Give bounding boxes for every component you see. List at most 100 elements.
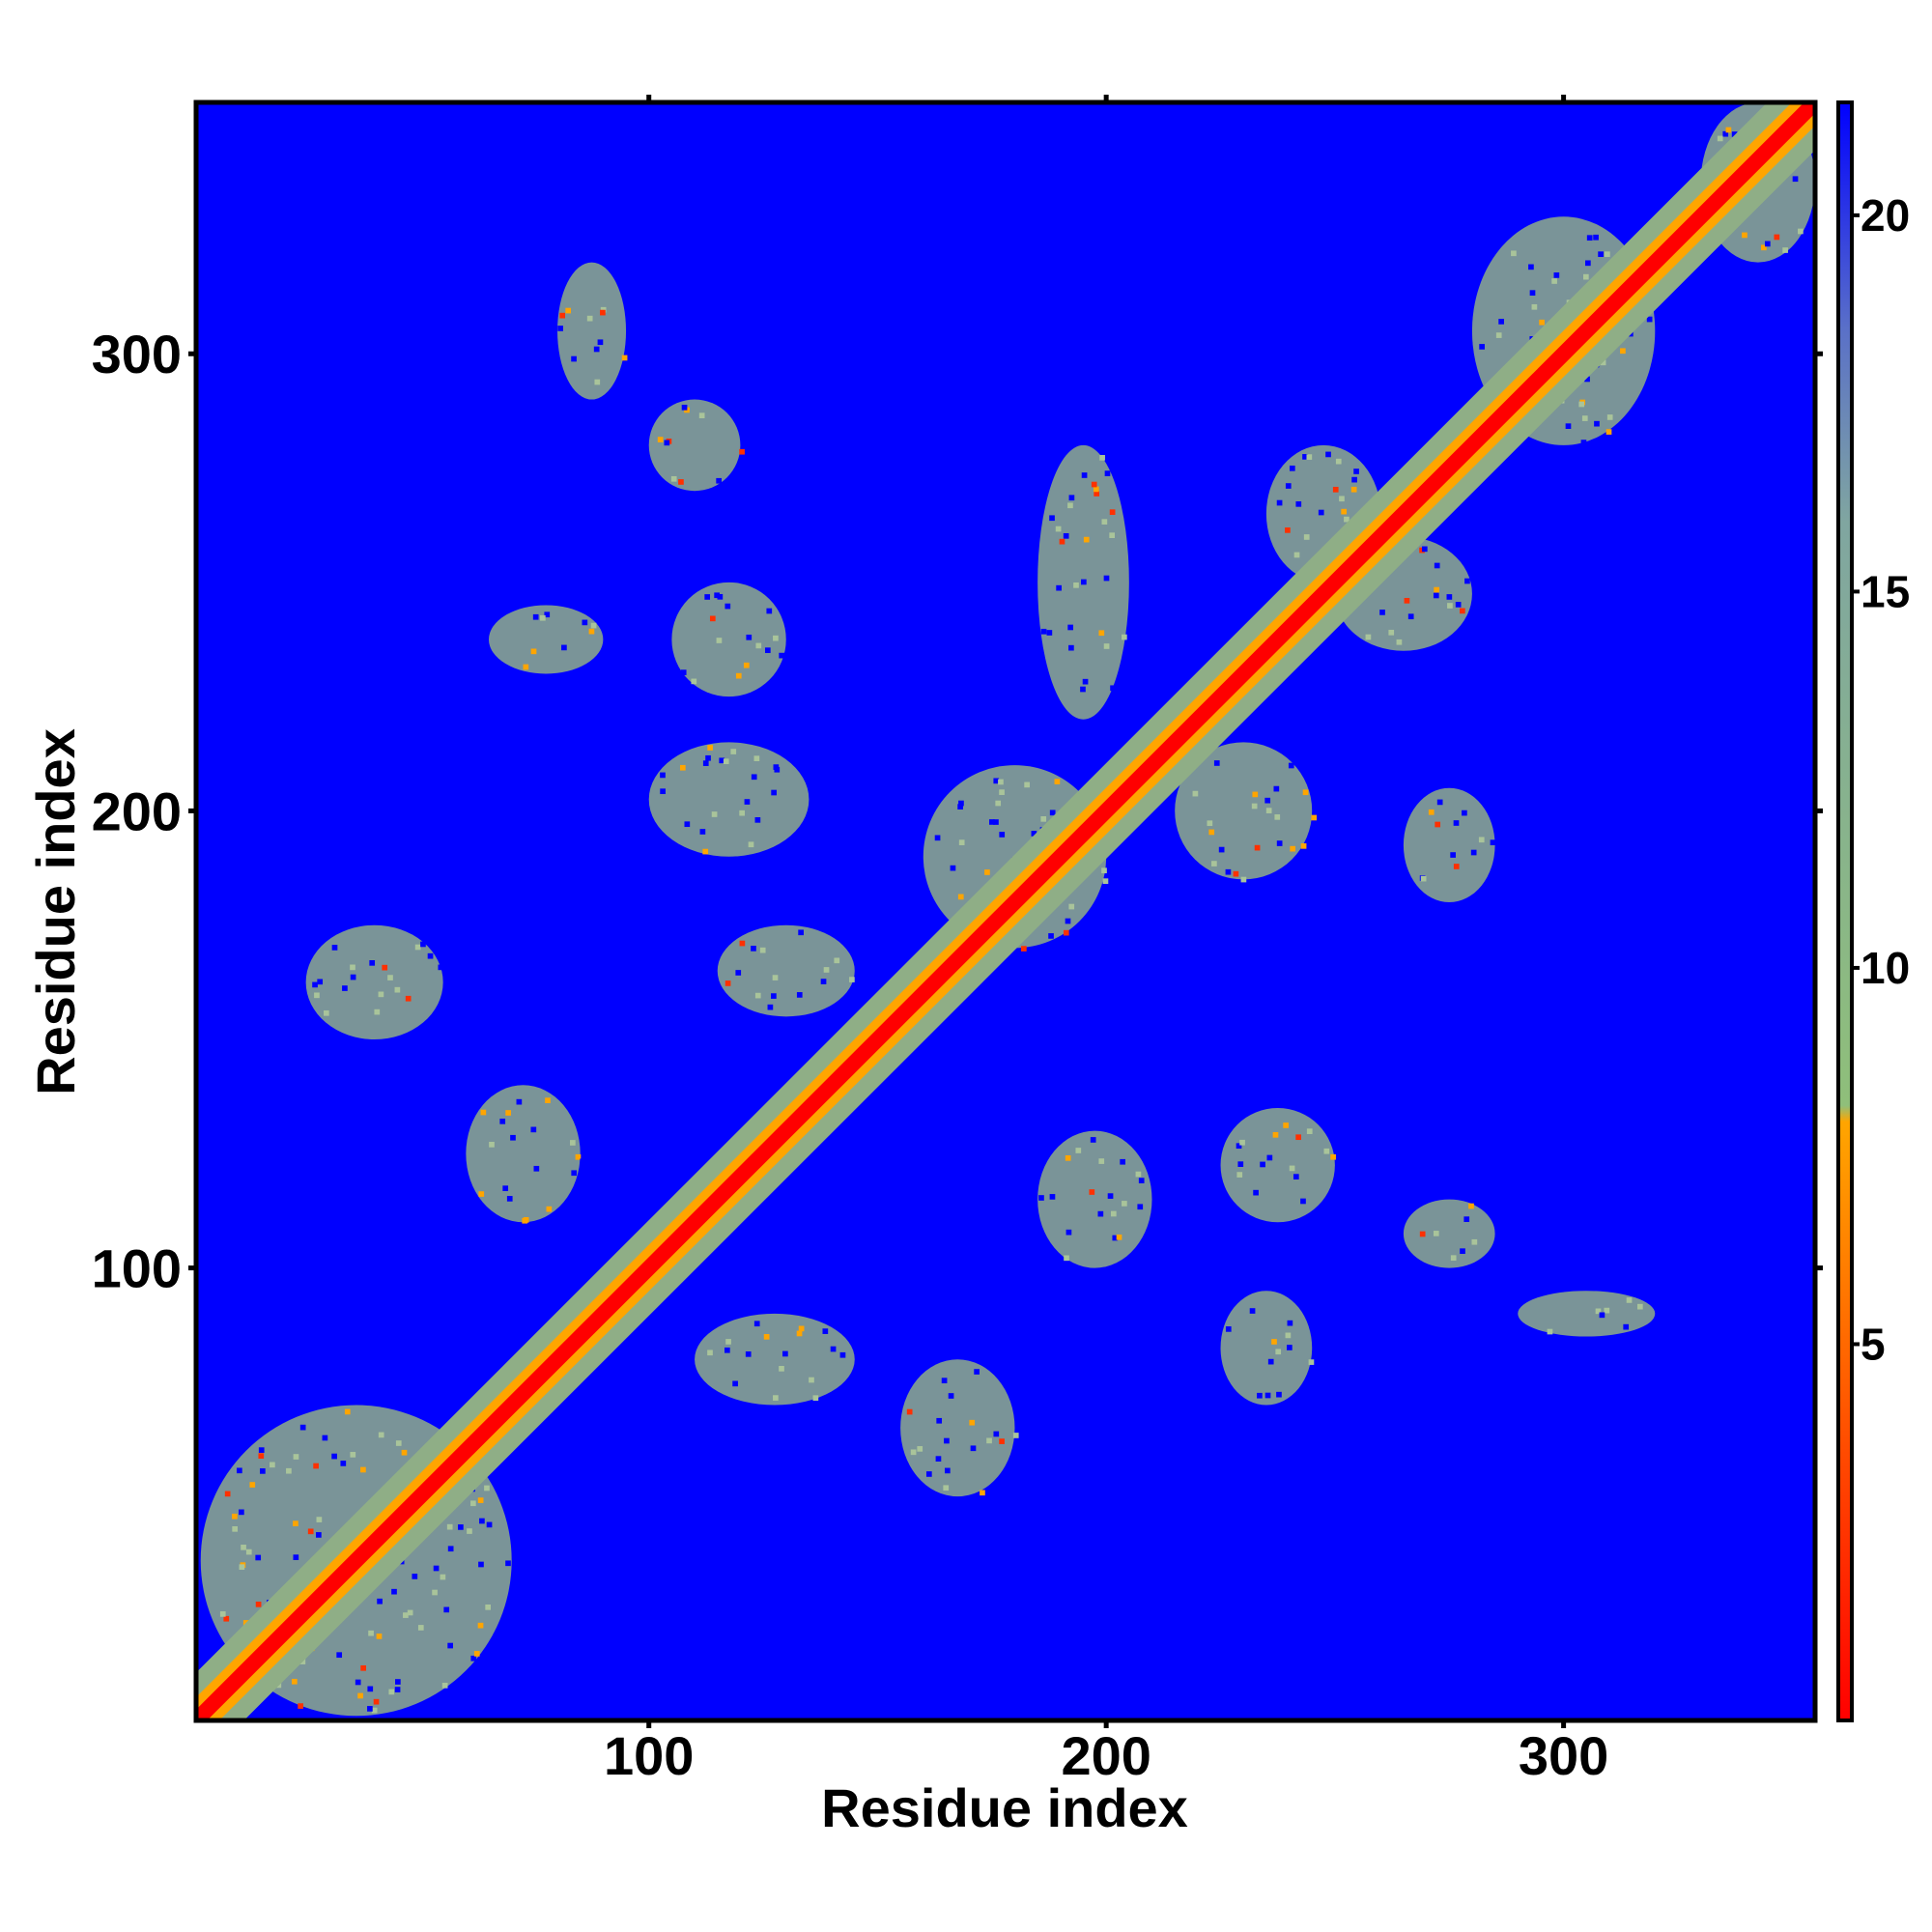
contact-cell [1240,876,1247,883]
contact-cell [544,611,551,618]
contact-cell [771,789,777,796]
contact-cell [1731,131,1738,137]
contact-cell [286,1467,292,1474]
contact-cell [993,1431,1000,1437]
contact-cell [502,1185,509,1192]
contact-cell [407,1609,413,1616]
contact-cell [1138,1178,1145,1183]
contact-cell [299,1424,306,1431]
contact-cell [382,964,388,971]
contact-cell [350,964,355,971]
contact-cell [1460,1248,1465,1255]
contact-cell [414,944,421,951]
contact-region-halo [305,924,443,1039]
contact-cell [958,839,965,845]
contact-cell [1341,508,1348,515]
contact-cell [798,929,804,936]
contact-cell [1551,278,1557,284]
contact-cell [388,1689,395,1695]
contact-cell [657,437,664,442]
contact-cell [1054,779,1061,784]
contact-cell [935,1456,942,1462]
contact-cell [1295,500,1302,507]
contact-cell [910,1449,917,1456]
contact-region-halo [557,262,627,400]
colorbar: 5 10 15 20 [1836,100,1910,1722]
contact-cell [621,355,628,361]
contact-cell [698,412,705,418]
contact-cell [467,1528,472,1534]
contact-cell [1761,244,1767,251]
colorbar-tick-label: 20 [1861,190,1910,241]
contact-cell [403,1612,409,1618]
contact-cell [360,1466,366,1473]
contact-cell [725,1339,731,1345]
contact-cell [1460,608,1465,614]
contact-cell [540,614,546,621]
contact-cell [944,1467,951,1474]
contact-cell [1272,1131,1279,1138]
contact-cell [1453,864,1460,869]
contact-cell [1218,846,1225,853]
contact-cell [1012,1433,1019,1438]
contact-cell [470,1655,477,1662]
contact-cell [1110,1210,1117,1217]
contact-cell [505,1110,511,1116]
contact-cell [1236,1143,1242,1150]
contact-cell [443,1606,450,1613]
contact-cell [473,1651,480,1657]
contact-cell [571,355,577,362]
contact-cell [376,1634,383,1639]
contact-cell [1434,586,1440,593]
contact-cell [1470,849,1477,856]
contact-cell [823,967,830,973]
contact-cell [322,1435,328,1441]
contact-cell [691,678,697,685]
contact-cell [561,644,567,651]
colorbar-ticks: 5 10 15 20 [1852,190,1910,1369]
contact-cell [293,1454,299,1460]
contact-cell [440,1574,446,1580]
contact-cell [993,778,1000,784]
contact-cell [458,1524,464,1530]
contact-cell [1287,1345,1293,1350]
contact-cell [1251,803,1258,810]
contact-cell [1225,1326,1232,1332]
contact-cell [1122,634,1127,640]
contact-cell [478,1191,485,1197]
contact-cell [948,1393,954,1399]
x-axis: 100 200 300 [604,95,1608,1786]
contact-cell [680,669,687,675]
contact-cell [796,1330,803,1337]
contact-cell [984,869,990,875]
contact-cell [773,635,779,641]
contact-cell [312,981,318,988]
contact-cell [427,952,434,959]
colorbar-tick-label: 5 [1861,1319,1886,1369]
contact-cell [1498,319,1504,325]
contact-cell [570,1140,576,1146]
contact-cell [557,326,563,331]
contact-cell [505,1560,511,1567]
contact-cell [716,638,723,643]
contact-cell [546,1206,553,1212]
contact-region-halo [1220,1107,1335,1223]
contact-cell [510,1134,516,1141]
contact-cell [704,594,711,600]
contact-region-halo [1403,787,1495,903]
contact-cell [1351,476,1357,483]
contact-cell [1207,820,1213,827]
contact-cell [378,991,384,998]
contact-cell [477,1622,484,1629]
contact-cell [1584,376,1590,383]
contact-cell [239,1564,245,1571]
contact-cell [249,1482,256,1488]
contact-cell [1293,552,1300,558]
contact-cell [1122,1201,1127,1207]
contact-cell [1112,1235,1119,1241]
contact-cell [1233,870,1239,877]
contact-cell [1264,1392,1271,1399]
contact-cell [291,1678,298,1685]
contact-cell [316,1532,322,1538]
contact-cell [798,1325,805,1332]
